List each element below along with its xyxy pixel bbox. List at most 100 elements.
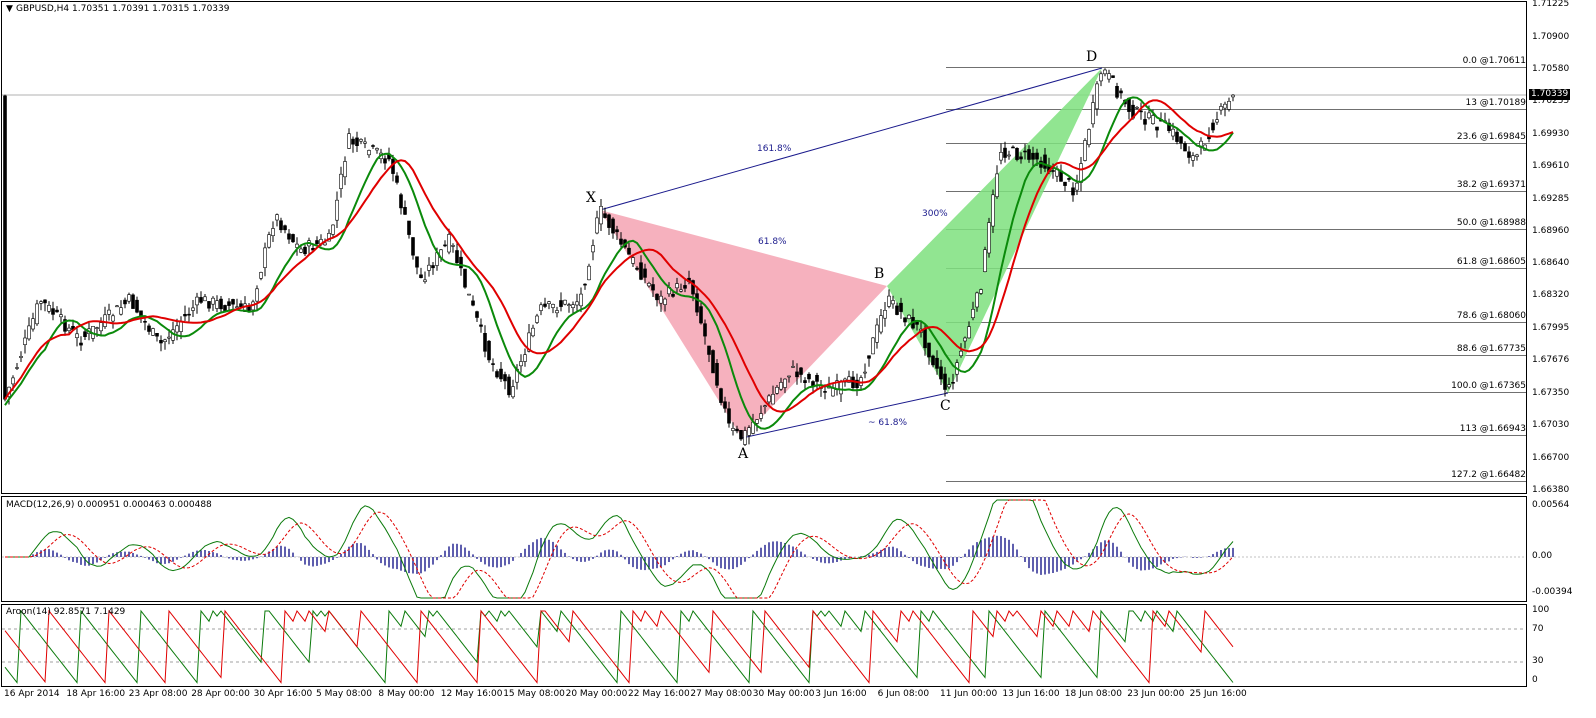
candle-body [1091,102,1095,125]
time-axis-label: 5 May 08:00 [316,689,372,699]
candle-body [447,234,451,253]
candle-body [595,217,599,234]
candle-body [815,374,819,382]
time-axis-label: 12 May 16:00 [440,689,503,699]
candle-body [371,145,375,147]
candle-body [715,362,719,386]
candle-body [1155,126,1159,131]
candle-body [755,419,759,424]
time-axis-label: 27 May 08:00 [690,689,753,699]
main-pane[interactable] [1,1,1527,494]
candle-body [83,331,87,338]
candle-body [471,300,475,306]
candle-body [635,267,639,270]
candle-body [1063,181,1067,186]
candle-body [199,297,203,303]
fib-level-label: 0.0 @1.70611 [1462,55,1526,66]
point-d-label: D [1086,49,1098,65]
candle-body [255,288,259,302]
candle-body [203,296,207,302]
candle-body [1015,148,1019,160]
candle-body [475,311,479,318]
candle-body [503,374,507,382]
current-price-tag: 1.70339 [1529,89,1571,100]
candle-body [691,280,695,295]
candle-body [523,354,527,362]
candle-body [999,152,1003,161]
candle-body [127,294,131,302]
candle-body [63,319,67,332]
candle-body [1171,128,1175,137]
candle-body [411,237,415,256]
time-axis-label: 25 Jun 16:00 [1189,689,1247,699]
candle-body [563,299,567,305]
candle-body [239,303,243,308]
candle-body [1023,150,1027,153]
candle-body [799,367,803,375]
candle-body [115,305,119,308]
macd-pane[interactable] [1,496,1527,602]
candle-body [419,274,423,278]
aroon-indicator-label: Aroon(14) 92.8571 7.1429 [6,607,126,617]
aroon-pane[interactable] [1,604,1527,687]
candle-body [335,199,339,221]
candle-body [931,355,935,366]
candle-body [1219,106,1223,111]
candle-body [847,376,851,383]
fib-level-label: 23.6 @1.69845 [1456,131,1526,142]
candle-body [627,247,631,255]
time-axis-label: 30 May 00:00 [752,689,815,699]
candle-body [575,301,579,306]
candle-body [459,256,463,269]
candle-body [615,229,619,233]
candle-body [131,294,135,309]
candle-body [195,296,199,306]
candle-body [263,247,267,268]
candle-body [39,301,43,304]
candle-body [467,293,471,296]
fib-level-label: 38.2 @1.69371 [1456,179,1526,190]
candle-body [283,225,287,231]
candle-body [1103,69,1107,75]
price-axis-label: 1.68640 [1532,258,1570,269]
candle-body [407,220,411,235]
candle-body [695,293,699,313]
candle-body [1079,163,1083,183]
candle-body [1011,146,1015,149]
candle-body [923,328,927,349]
candle-body [935,357,939,369]
macd-signal-line [5,499,1234,599]
price-axis-label: 1.70580 [1532,63,1570,74]
candle-body [551,303,555,308]
candle-body [1227,101,1231,110]
candle-body [19,355,23,358]
macd-indicator-label: MACD(12,26,9) 0.000951 0.000463 0.000488 [6,500,212,510]
candle-body [1099,73,1103,82]
candle-body [559,300,563,307]
candle-body [583,283,587,286]
macd-histogram [32,535,1234,575]
candle-body [1119,90,1123,94]
candle-body [543,303,547,307]
candle-body [567,304,571,307]
time-axis-label: 6 Jun 08:00 [877,689,930,699]
candle-body [1135,107,1139,109]
candle-body [879,315,883,333]
pattern-xd-line [599,67,1103,211]
candle-body [383,158,387,164]
candle-body [527,332,531,352]
fib-level-label: 78.6 @1.68060 [1456,310,1526,321]
candle-body [679,289,683,292]
candle-body [355,137,359,146]
candle-body [731,428,735,431]
candle-body [299,248,303,253]
price-axis-label: 1.67676 [1532,354,1570,365]
candle-body [867,355,871,359]
candle-body [31,318,35,330]
candle-body [359,139,363,142]
candle-body [699,306,703,324]
candle-body [431,265,435,269]
candle-body [75,333,79,338]
candle-body [547,301,551,305]
